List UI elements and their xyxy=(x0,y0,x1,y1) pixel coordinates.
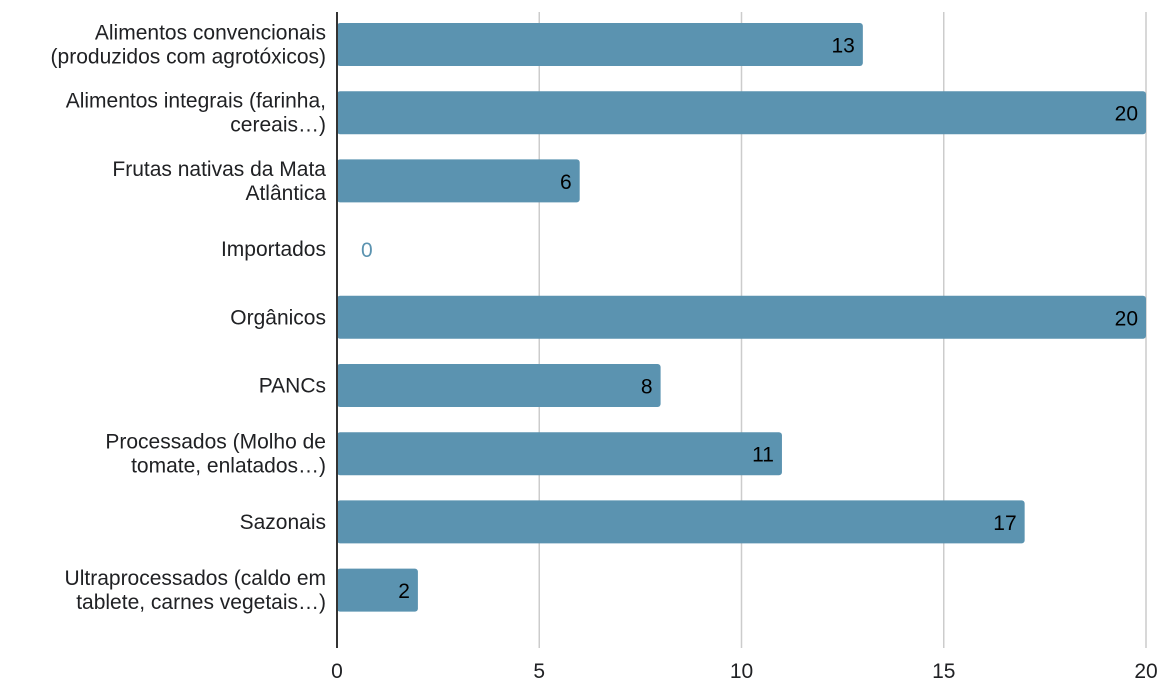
category-label-2-line-0: Frutas nativas da Mata xyxy=(112,158,326,181)
category-label-4: Orgânicos xyxy=(230,306,326,329)
bars xyxy=(337,23,1146,612)
x-tick-label-20: 20 xyxy=(1134,660,1157,683)
category-label-7: Sazonais xyxy=(240,511,326,534)
x-tick-label-15: 15 xyxy=(932,660,955,683)
bar-2 xyxy=(337,159,580,203)
data-label-1: 20 xyxy=(1115,103,1138,126)
category-label-2-line-1: Atlântica xyxy=(245,182,326,205)
category-label-0-line-1: (produzidos com agrotóxicos) xyxy=(51,46,326,69)
data-label-0: 13 xyxy=(831,35,854,58)
category-label-3: Importados xyxy=(221,238,326,261)
bar-5 xyxy=(337,364,661,407)
data-label-6: 11 xyxy=(752,444,774,467)
category-labels: Alimentos convencionais(produzidos com a… xyxy=(51,22,327,615)
data-label-4: 20 xyxy=(1115,307,1138,330)
bar-4 xyxy=(337,295,1146,339)
data-label-8: 2 xyxy=(398,580,410,603)
category-label-5: PANCs xyxy=(259,375,326,398)
bar-7 xyxy=(337,500,1025,544)
data-label-5: 8 xyxy=(641,376,653,399)
category-label-1-line-1: cereais…) xyxy=(230,114,326,137)
data-label-2: 6 xyxy=(560,171,572,194)
category-label-8-line-0: Ultraprocessados (caldo em xyxy=(65,567,326,590)
x-tick-label-0: 0 xyxy=(331,660,343,683)
x-tick-label-5: 5 xyxy=(533,660,545,683)
category-label-8-line-1: tablete, carnes vegetais…) xyxy=(76,591,326,614)
bar-6 xyxy=(337,432,782,476)
x-tick-labels: 0 5 10 15 20 xyxy=(331,660,1158,683)
bar-8 xyxy=(337,568,418,612)
data-label-3: 0 xyxy=(361,239,373,262)
category-label-0-line-0: Alimentos convencionais xyxy=(95,22,326,45)
category-label-1-line-0: Alimentos integrais (farinha, xyxy=(66,90,326,113)
data-labels: 13 20 6 0 20 8 11 17 2 xyxy=(361,35,1138,604)
data-label-7: 17 xyxy=(993,512,1016,535)
category-label-6-line-1: tomate, enlatados…) xyxy=(131,455,326,478)
bar-1 xyxy=(337,91,1146,135)
x-tick-label-10: 10 xyxy=(730,660,753,683)
category-label-6-line-0: Processados (Molho de xyxy=(105,431,326,454)
bar-0 xyxy=(337,23,863,66)
